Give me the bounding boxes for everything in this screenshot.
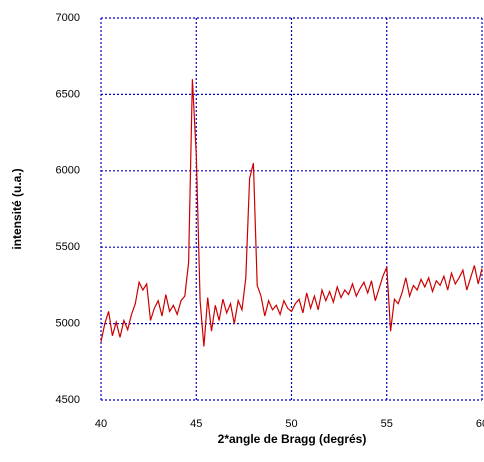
y-tick-label: 5500 (56, 241, 80, 253)
y-tick-label: 6000 (56, 165, 80, 177)
y-tick-label: 7000 (56, 12, 80, 24)
y-tick-label: 6500 (56, 88, 80, 100)
x-tick-label: 50 (285, 418, 297, 430)
x-axis-label: 2*angle de Bragg (degrés) (218, 432, 367, 446)
x-tick-label: 60 (476, 418, 484, 430)
data-line (100, 79, 483, 347)
y-tick-label: 4500 (56, 394, 80, 406)
y-tick-label: 5000 (56, 318, 80, 330)
y-axis-label: intensité (u.a.) (10, 168, 24, 249)
x-tick-label: 45 (190, 418, 202, 430)
x-tick-label: 55 (381, 418, 393, 430)
x-tick-label: 40 (95, 418, 107, 430)
